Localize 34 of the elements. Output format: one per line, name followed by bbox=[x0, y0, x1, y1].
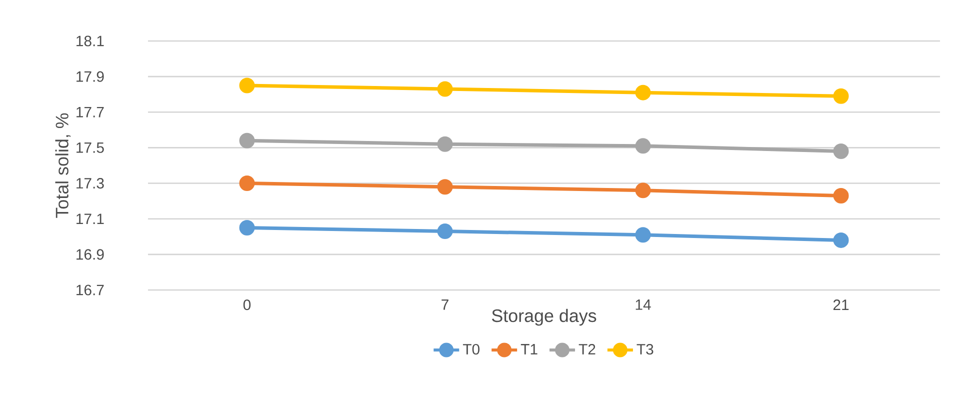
y-tick-label: 16.7 bbox=[76, 284, 104, 296]
y-tick-label: 17.7 bbox=[76, 107, 104, 118]
point bbox=[437, 81, 453, 97]
x-tick-label: 0 bbox=[243, 300, 251, 310]
legend-label: T1 bbox=[520, 344, 538, 354]
point bbox=[833, 232, 849, 248]
point bbox=[239, 176, 255, 192]
x-tick-label: 14 bbox=[636, 300, 651, 310]
x-axis-title: Storage days bbox=[492, 308, 596, 326]
point bbox=[635, 227, 651, 243]
y-tick-label: 17.3 bbox=[76, 178, 104, 189]
point bbox=[437, 224, 453, 240]
point bbox=[239, 78, 255, 94]
point bbox=[239, 132, 255, 148]
point bbox=[833, 144, 849, 160]
y-tick-label: 17.1 bbox=[76, 214, 104, 224]
y-tick-label: 16.9 bbox=[76, 249, 104, 260]
y-tick-label: 17.5 bbox=[76, 142, 104, 153]
y-tick-label: 18.1 bbox=[76, 36, 104, 46]
y-axis-title: Total solid, % bbox=[55, 113, 71, 218]
point bbox=[635, 182, 651, 198]
y-tick-label: 17.9 bbox=[76, 71, 104, 82]
legend-label: T3 bbox=[636, 344, 654, 355]
point bbox=[437, 136, 453, 152]
x-tick-label: 7 bbox=[442, 300, 448, 310]
legend-label: T0 bbox=[462, 344, 480, 355]
point bbox=[833, 88, 849, 104]
point bbox=[437, 179, 453, 195]
point bbox=[635, 138, 651, 154]
legend-label: T2 bbox=[578, 344, 596, 354]
point bbox=[635, 84, 651, 100]
point bbox=[833, 188, 849, 204]
x-tick-label: 21 bbox=[833, 300, 849, 310]
point bbox=[239, 220, 255, 236]
